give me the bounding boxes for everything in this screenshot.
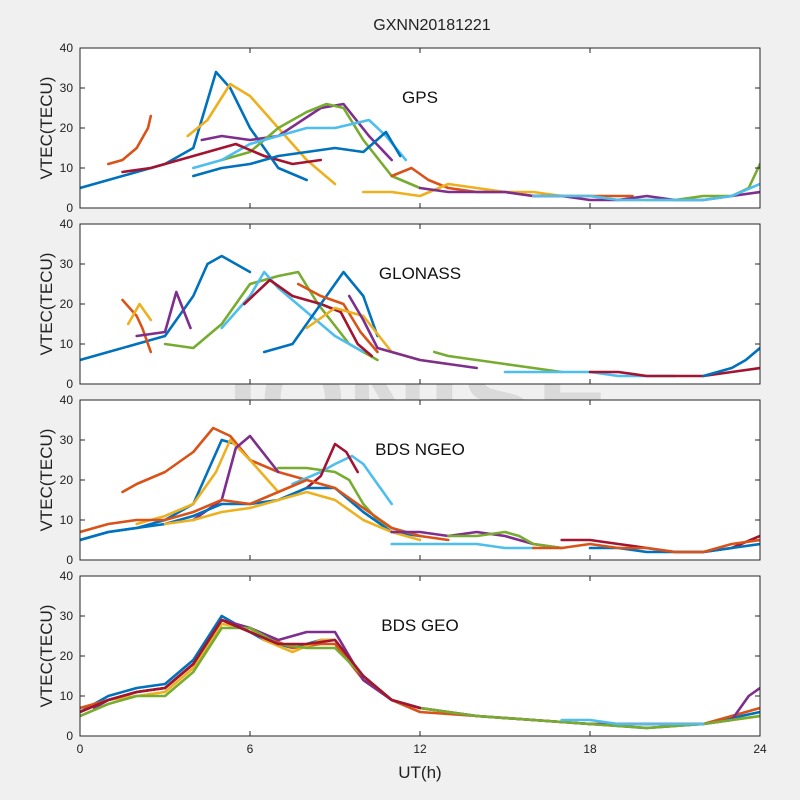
series-line — [135, 290, 192, 338]
series-line — [220, 270, 365, 354]
series-line — [291, 454, 393, 506]
series-line — [447, 530, 563, 550]
series-line — [347, 294, 478, 370]
series-line — [121, 298, 153, 354]
y-tick-label: 20 — [60, 121, 74, 135]
series-line — [163, 270, 379, 362]
x-tick-label: 6 — [247, 742, 254, 756]
y-tick-label: 10 — [60, 689, 74, 703]
series-line — [220, 102, 422, 190]
y-axis-label: VTEC(TECU) — [37, 605, 56, 708]
plot-area — [80, 224, 760, 384]
series-line — [200, 102, 393, 162]
y-tick-label: 0 — [66, 201, 73, 215]
y-tick-label: 40 — [60, 217, 74, 231]
series-line — [80, 618, 422, 714]
series-line — [560, 718, 705, 726]
plot-area — [80, 48, 760, 208]
series-line — [532, 538, 760, 554]
y-tick-label: 40 — [60, 393, 74, 407]
y-axis-label: VTEC(TECU) — [37, 253, 56, 356]
panel-label: BDS NGEO — [375, 440, 465, 459]
series-line — [296, 282, 379, 354]
panel-gps: 0 10 20 30 40 VTEC(TECU) GPS — [37, 41, 761, 215]
series-line — [121, 426, 308, 494]
series-line — [121, 142, 323, 174]
series-line — [702, 346, 760, 378]
y-tick-label: 30 — [60, 433, 74, 447]
series-line — [186, 82, 337, 186]
series-group — [80, 254, 760, 378]
panel-label: GLONASS — [379, 264, 461, 283]
x-tick-label: 18 — [583, 742, 597, 756]
y-tick-label: 40 — [60, 41, 74, 55]
series-line — [163, 490, 422, 542]
x-tick-label: 0 — [77, 742, 84, 756]
y-tick-label: 20 — [60, 297, 74, 311]
panel-bds-ngeo: 0 10 20 30 40 VTEC(TECU) BDS NGEO — [37, 393, 761, 567]
series-line — [588, 366, 760, 378]
y-axis-label: VTEC(TECU) — [37, 429, 56, 532]
x-tick-label: 24 — [753, 742, 767, 756]
plot-area — [80, 576, 760, 736]
y-axis-label: VTEC(TECU) — [37, 77, 56, 180]
y-tick-label: 0 — [66, 377, 73, 391]
y-tick-label: 30 — [60, 257, 74, 271]
series-line — [262, 270, 379, 354]
series-line — [80, 478, 450, 542]
series-line — [80, 254, 252, 362]
y-tick-label: 10 — [60, 161, 74, 175]
series-line — [390, 542, 535, 550]
series-line — [532, 182, 760, 202]
plot-area — [80, 400, 760, 560]
y-tick-label: 0 — [66, 553, 73, 567]
series-group — [80, 614, 760, 730]
panel-glonass: 0 10 20 30 40 VTEC(TECU) GLONASS — [37, 217, 761, 391]
panel-label: GPS — [402, 88, 438, 107]
series-line — [432, 350, 563, 374]
y-tick-label: 20 — [60, 649, 74, 663]
series-group — [80, 426, 760, 554]
chart-title: GXNN20181221 — [373, 17, 491, 34]
panel-bds-geo: 0 10 20 30 40 0 6 12 18 24 VTEC(TECU) BDS GEO — [37, 569, 767, 756]
series-line — [135, 438, 280, 526]
series-line — [80, 70, 308, 190]
series-line — [305, 442, 359, 490]
y-tick-label: 20 — [60, 473, 74, 487]
series-group — [80, 70, 760, 202]
y-tick-label: 30 — [60, 81, 74, 95]
y-tick-label: 30 — [60, 609, 74, 623]
series-line — [192, 118, 408, 170]
x-tick-label: 12 — [413, 742, 427, 756]
y-tick-label: 0 — [66, 729, 73, 743]
panels: 0 10 20 30 40 VTEC(TECU) GPS 0 10 20 30 40 VTEC(TECU… — [37, 41, 767, 756]
series-line — [107, 114, 153, 166]
y-tick-label: 10 — [60, 513, 74, 527]
series-line — [80, 626, 760, 730]
y-tick-label: 40 — [60, 569, 74, 583]
series-line — [192, 130, 402, 178]
y-tick-label: 10 — [60, 337, 74, 351]
panel-label: BDS GEO — [381, 616, 458, 635]
x-axis-label: UT(h) — [398, 763, 441, 782]
series-line — [126, 302, 153, 326]
